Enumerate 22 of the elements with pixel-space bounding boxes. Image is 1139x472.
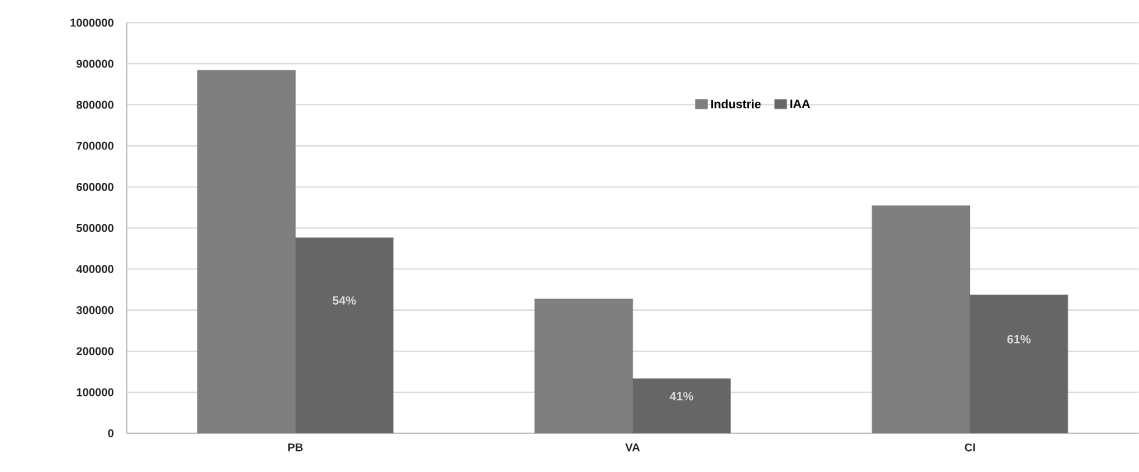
legend-label: Industrie bbox=[711, 99, 761, 109]
annotation: 61% bbox=[1007, 334, 1031, 344]
annotation: 54% bbox=[332, 296, 356, 305]
y-tick-label: 700000 bbox=[76, 141, 114, 150]
y-tick-label: 800000 bbox=[76, 100, 114, 109]
y-tick-label: 300000 bbox=[76, 306, 114, 315]
y-tick-label: 200000 bbox=[76, 347, 114, 356]
bar bbox=[969, 294, 1069, 434]
x-tick-label: PB bbox=[288, 443, 303, 452]
bar bbox=[632, 378, 731, 434]
y-tick-label: 600000 bbox=[76, 182, 114, 191]
x-tick-label: VA bbox=[625, 443, 640, 452]
y-tick-label: 100000 bbox=[76, 388, 114, 397]
x-tick-label: CI bbox=[964, 443, 975, 452]
annotation: 41% bbox=[669, 391, 694, 401]
legend-label: IAA bbox=[790, 99, 810, 108]
y-tick-label: 1000000 bbox=[70, 18, 114, 27]
y-tick-label: 500000 bbox=[76, 224, 114, 233]
y-tick-label: 900000 bbox=[76, 59, 114, 68]
y-tick-label: 400000 bbox=[76, 265, 114, 274]
bar bbox=[295, 237, 394, 434]
y-tick-label: 0 bbox=[108, 429, 114, 438]
